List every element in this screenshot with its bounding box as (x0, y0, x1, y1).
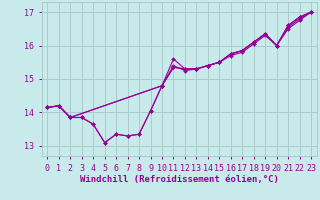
X-axis label: Windchill (Refroidissement éolien,°C): Windchill (Refroidissement éolien,°C) (80, 175, 279, 184)
